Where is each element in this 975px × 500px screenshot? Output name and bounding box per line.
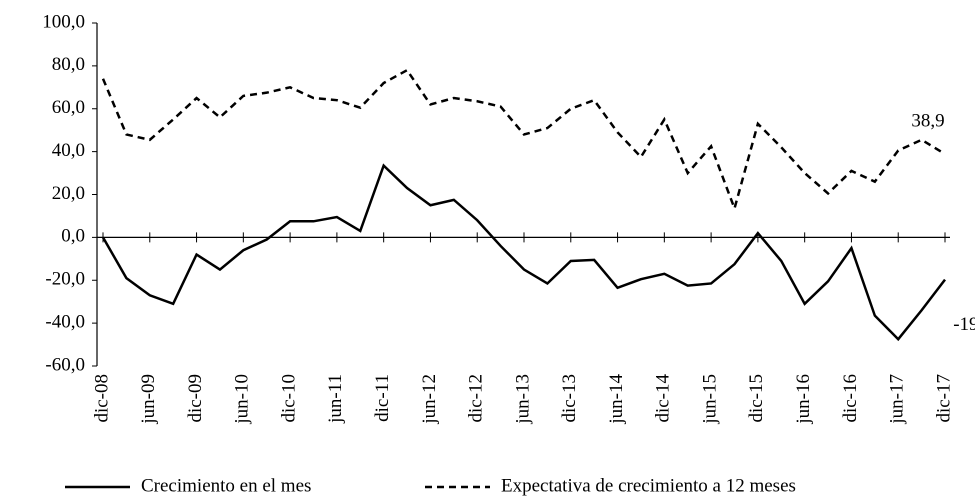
x-tick-label: dic-15 xyxy=(746,374,767,423)
data-label: -19,7 xyxy=(953,314,975,335)
x-tick-label: jun-09 xyxy=(138,374,159,425)
x-tick-label: dic-10 xyxy=(278,374,299,423)
series-line xyxy=(101,68,946,213)
y-tick-label: 60,0 xyxy=(52,97,85,118)
x-tick-label: dic-08 xyxy=(91,374,112,423)
data-label: 38,9 xyxy=(911,110,944,131)
x-tick-label: dic-11 xyxy=(372,374,393,422)
legend-label: Expectativa de crecimiento a 12 meses xyxy=(501,475,796,496)
x-tick-label: jun-13 xyxy=(512,374,533,425)
x-tick-label: jun-15 xyxy=(699,374,720,425)
y-tick-label: 20,0 xyxy=(52,183,85,204)
series-line xyxy=(101,163,946,342)
y-tick-label: -60,0 xyxy=(45,354,85,375)
y-tick-label: -20,0 xyxy=(45,269,85,290)
x-tick-label: jun-12 xyxy=(419,374,440,425)
y-tick-label: -40,0 xyxy=(45,311,85,332)
x-tick-label: jun-17 xyxy=(887,374,908,425)
x-tick-label: dic-09 xyxy=(185,374,206,423)
x-tick-label: dic-12 xyxy=(466,374,487,423)
x-tick-label: dic-17 xyxy=(933,374,954,423)
x-tick-label: jun-14 xyxy=(606,374,627,425)
x-tick-label: jun-11 xyxy=(325,374,346,424)
y-tick-label: 0,0 xyxy=(61,226,85,247)
legend-label: Crecimiento en el mes xyxy=(141,475,311,496)
y-tick-label: 80,0 xyxy=(52,54,85,75)
x-tick-label: jun-10 xyxy=(232,374,253,425)
x-tick-label: dic-16 xyxy=(840,374,861,423)
x-tick-label: dic-14 xyxy=(653,374,674,423)
x-tick-label: dic-13 xyxy=(559,374,580,423)
y-tick-label: 100,0 xyxy=(42,11,85,32)
y-tick-label: 40,0 xyxy=(52,140,85,161)
x-tick-label: jun-16 xyxy=(793,374,814,425)
